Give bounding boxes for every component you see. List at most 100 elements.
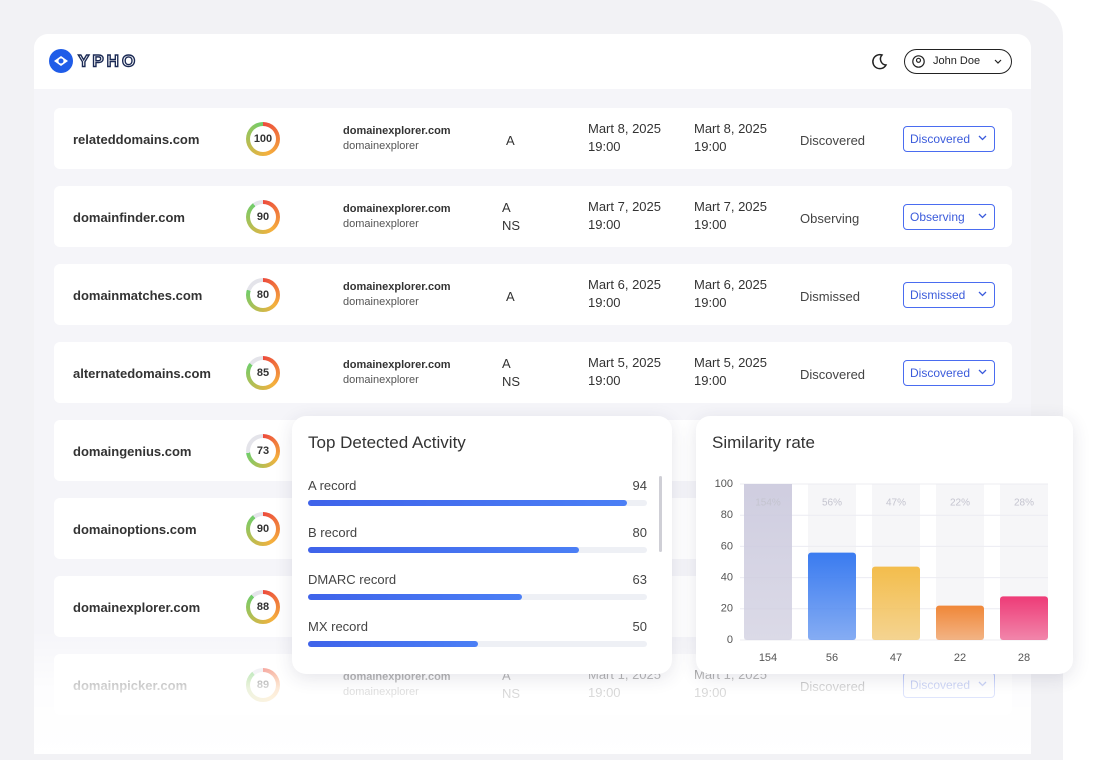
detected-date: 19:00 (588, 139, 621, 154)
y-tick-label: 80 (721, 509, 733, 521)
score-ring: 90 (246, 200, 280, 234)
dropdown-label: Dismissed (910, 288, 966, 302)
record-type: NS (502, 218, 521, 233)
status-dropdown[interactable]: Observing (903, 204, 995, 230)
status: Dismissed (800, 289, 860, 304)
user-icon (912, 55, 925, 68)
activity-value: 63 (632, 572, 647, 587)
score-ring: 85 (246, 356, 280, 390)
domain-row: alternatedomains.com 85 domainexplorer.com… (54, 342, 1012, 403)
domain-name: relateddomains.com (73, 132, 200, 147)
dropdown-label: Observing (910, 210, 965, 224)
detected-date: Mart 5, 2025 (588, 355, 661, 370)
x-label: 28 (1018, 652, 1030, 664)
domain-row: domainmatches.com 80 domainexplorer.com dom… (54, 264, 1012, 325)
bar (308, 641, 478, 647)
source-name: domainexplorer (343, 140, 419, 152)
dropdown-label: Discovered (910, 366, 971, 380)
y-tick-label: 60 (721, 540, 733, 552)
score-ring: 73 (246, 434, 280, 468)
activity-label: MX record (308, 619, 368, 634)
chevron-path (978, 135, 987, 141)
domain-name: domainoptions.com (73, 522, 197, 537)
record-type: A (502, 200, 511, 215)
x-label: 47 (890, 652, 902, 664)
x-label: 56 (826, 652, 838, 664)
bar (308, 594, 522, 600)
bar-track (308, 594, 647, 600)
y-tick-label: 0 (727, 634, 733, 646)
record-type: NS (502, 374, 521, 389)
scrollbar[interactable] (659, 476, 662, 552)
source-name: domainexplorer (343, 218, 419, 230)
score-ring: 90 (246, 512, 280, 546)
score-value: 73 (250, 438, 276, 464)
activity-label: B record (308, 525, 358, 540)
value-label: 56% (822, 498, 842, 509)
bar (936, 605, 984, 640)
bar (308, 547, 580, 553)
status: Discovered (800, 133, 866, 148)
y-tick-label: 100 (715, 478, 733, 490)
score-ring: 88 (246, 590, 280, 624)
updated-date: Mart 6, 2025 (694, 277, 767, 292)
bar (744, 484, 792, 640)
y-tick-label: 40 (721, 572, 733, 584)
detected-date: Mart 6, 2025 (588, 277, 661, 292)
updated-date: Mart 7, 2025 (694, 199, 767, 214)
source-name: domainexplorer (343, 374, 419, 386)
similarity-card: Similarity rate 0 20 40 60 80 100 154% 154 56% 56… (696, 416, 1073, 674)
bar (808, 552, 856, 640)
status: Observing (800, 211, 860, 226)
score-ring: 80 (246, 278, 280, 312)
domain-name: domainexplorer.com (73, 600, 201, 615)
updated-date: 19:00 (694, 295, 727, 310)
score-value: 90 (250, 516, 276, 542)
detected-date: 19:00 (588, 217, 621, 232)
user-name: John Doe (933, 55, 981, 67)
bar-track (308, 641, 647, 647)
logo-text: YPHO (78, 51, 138, 70)
theme-toggle[interactable] (870, 53, 888, 71)
status-dropdown[interactable]: Discovered (903, 360, 995, 386)
source-name: domainexplorer (343, 296, 419, 308)
activity-value: 94 (632, 478, 647, 493)
domain-row: domainfinder.com 90 domainexplorer.com doma… (54, 186, 1012, 247)
y-tick-label: 20 (721, 603, 733, 615)
value-label: 47% (886, 498, 906, 509)
user-menu[interactable]: John Doe (904, 49, 1012, 74)
dropdown-label: Discovered (910, 132, 971, 146)
status-dropdown[interactable]: Discovered (903, 126, 995, 152)
detected-date: Mart 8, 2025 (588, 121, 661, 136)
bar-track (308, 547, 647, 553)
bar (308, 500, 627, 506)
bar (872, 566, 920, 640)
updated-date: Mart 5, 2025 (694, 355, 767, 370)
chevron-path (978, 213, 987, 219)
activity-value: 80 (632, 525, 647, 540)
score-ring: 100 (246, 122, 280, 156)
header: YPHO John Doe (34, 34, 1031, 89)
x-label: 22 (954, 652, 966, 664)
card-title: Top Detected Activity (308, 433, 466, 452)
updated-date: 19:00 (694, 139, 727, 154)
bar (1000, 596, 1048, 640)
score-value: 100 (250, 126, 276, 152)
record-type: A (506, 289, 515, 304)
chevron (978, 291, 987, 297)
score-value: 88 (250, 594, 276, 620)
domain-name: domainfinder.com (73, 210, 185, 225)
score-value: 90 (250, 204, 276, 230)
source-host: domainexplorer.com (343, 281, 451, 293)
source-host: domainexplorer.com (343, 203, 451, 215)
chevron (994, 59, 1002, 64)
similarity-chart: 0 20 40 60 80 100 154% 154 56% 56 47% 47 22% 22 28% 28 (715, 478, 1048, 664)
source-host: domainexplorer.com (343, 359, 451, 371)
value-label: 28% (1014, 498, 1034, 509)
status: Discovered (800, 367, 866, 382)
activity-card: Top Detected Activity A record 94 B record… (292, 416, 672, 674)
activity-label: A record (308, 478, 357, 493)
record-type: A (502, 356, 511, 371)
status-dropdown[interactable]: Dismissed (903, 282, 995, 308)
source-host: domainexplorer.com (343, 125, 451, 137)
